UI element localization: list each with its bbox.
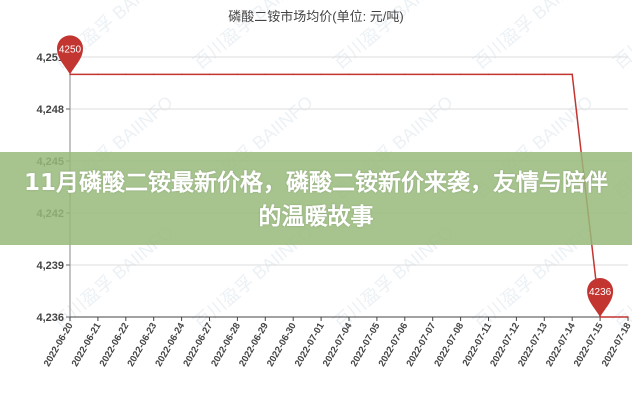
y-tick-label: 4,251 <box>36 52 64 64</box>
data-point <box>571 73 573 76</box>
data-point <box>320 73 322 76</box>
data-point <box>152 73 155 76</box>
data-point <box>97 73 99 76</box>
data-point <box>236 73 239 76</box>
data-point <box>180 73 183 76</box>
data-point <box>431 73 434 76</box>
marker-pin: 4250 <box>57 35 83 75</box>
data-point <box>264 73 267 76</box>
y-tick-label: 4,248 <box>36 104 64 116</box>
marker-label: 4250 <box>59 44 82 55</box>
data-point <box>208 73 211 76</box>
marker-label: 4236 <box>589 287 612 298</box>
marker-pin: 4236 <box>587 278 614 317</box>
data-point <box>348 73 350 76</box>
data-point <box>459 73 462 76</box>
data-point <box>292 73 295 76</box>
data-point <box>515 73 518 76</box>
data-point <box>125 73 127 76</box>
headline-text: 11月磷酸二铵最新价格，磷酸二铵新价来袭，友情与陪伴的温暖故事 <box>23 170 608 230</box>
data-point <box>404 73 406 76</box>
data-point <box>627 316 629 318</box>
data-point <box>487 73 490 76</box>
chart-title: 磷酸二铵市场均价(单位: 元/吨) <box>228 9 404 24</box>
marker-pin-shape <box>587 278 614 317</box>
y-tick-label: 4,239 <box>36 260 64 272</box>
data-point <box>376 73 378 76</box>
headline-banner: 11月磷酸二铵最新价格，磷酸二铵新价来袭，友情与陪伴的温暖故事 <box>0 152 632 245</box>
data-point <box>543 73 546 76</box>
y-tick-label: 4,236 <box>36 312 64 324</box>
marker-pin-shape <box>57 35 83 75</box>
